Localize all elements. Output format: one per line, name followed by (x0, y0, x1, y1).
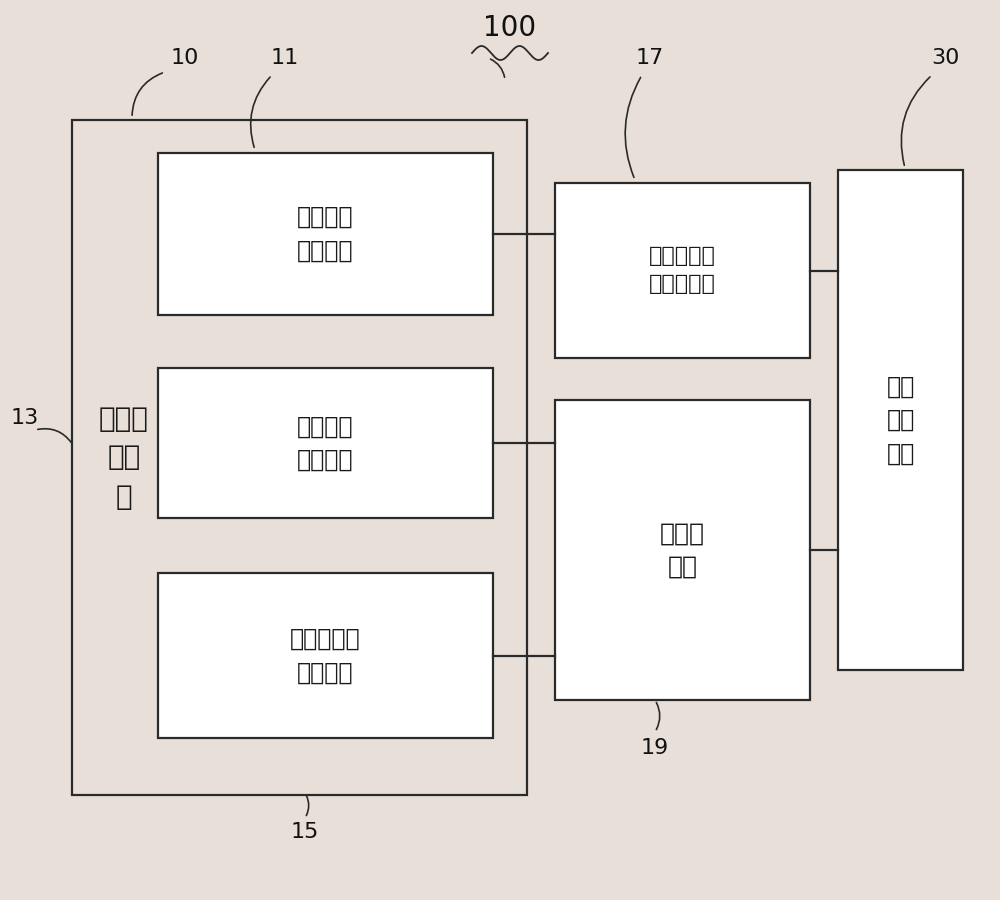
Text: 运动学信号
采集单元: 运动学信号 采集单元 (290, 626, 361, 684)
Text: 10: 10 (171, 48, 199, 68)
Bar (158, 153, 493, 315)
Text: 17: 17 (636, 48, 664, 68)
Bar (158, 368, 493, 518)
Text: 信号采
集模
块: 信号采 集模 块 (99, 404, 149, 510)
Text: 15: 15 (291, 822, 319, 842)
Text: 11: 11 (271, 48, 299, 68)
Bar (838, 170, 963, 670)
Text: 数据采
集卡: 数据采 集卡 (660, 521, 705, 579)
Text: 19: 19 (641, 738, 669, 758)
Text: 视频采集卡
或数据接口: 视频采集卡 或数据接口 (649, 247, 716, 294)
Bar (72, 120, 527, 795)
Text: 100: 100 (483, 14, 537, 42)
Text: 生理信号
采集单元: 生理信号 采集单元 (297, 414, 354, 472)
Text: 超声图像
采集单元: 超声图像 采集单元 (297, 205, 354, 263)
Bar (158, 573, 493, 738)
Text: 13: 13 (11, 408, 39, 428)
Bar (555, 400, 810, 700)
Text: 信号
处理
单元: 信号 处理 单元 (886, 374, 915, 465)
Text: 30: 30 (931, 48, 959, 68)
Bar (555, 183, 810, 358)
